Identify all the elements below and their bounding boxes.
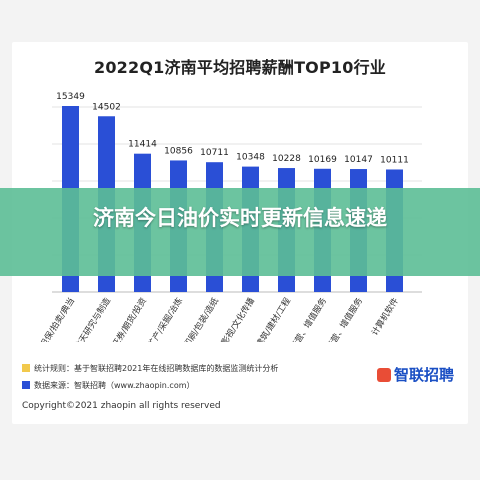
data-label: 10147: [344, 155, 373, 165]
data-label: 10348: [236, 153, 265, 163]
headline-text: 济南今日油价实时更新信息速递: [93, 206, 387, 230]
copyright-text: Copyright©2021 zhaopin all rights reserv…: [22, 401, 221, 411]
data-label: 11414: [128, 140, 157, 150]
data-label: 15349: [56, 92, 85, 102]
stat-rule-text: 统计规则：基于智联招聘2021年在线招聘数据库的数据监测统计分析: [34, 364, 279, 373]
source-row: 数据来源：智联招聘（www.zhaopin.com）: [22, 380, 195, 391]
category-label: 印刷/包装/造纸: [182, 295, 222, 342]
category-label: 信托/担保/拍卖/典当: [27, 296, 77, 342]
source-swatch: [22, 381, 30, 389]
chart-title: 2022Q1济南平均招聘薪酬TOP10行业: [94, 58, 386, 77]
source-text: 数据来源：智联招聘（www.zhaopin.com）: [34, 381, 195, 390]
brand-text: 智联招聘: [393, 366, 454, 384]
zhaopin-logo: 智联招聘: [376, 364, 454, 385]
category-label: 计算机软件: [369, 295, 401, 337]
headline-banner: 济南今日油价实时更新信息速递: [0, 188, 480, 276]
logo-icon: [376, 368, 391, 382]
data-label: 10169: [308, 155, 337, 165]
data-label: 10228: [272, 154, 301, 164]
data-label: 10711: [200, 148, 229, 158]
stat-rule-swatch: [22, 364, 30, 372]
data-label: 10856: [164, 146, 193, 156]
data-label: 10111: [380, 155, 409, 165]
data-label: 14502: [92, 102, 121, 112]
stat-rule-row: 统计规则：基于智联招聘2021年在线招聘数据库的数据监测统计分析: [22, 363, 278, 374]
